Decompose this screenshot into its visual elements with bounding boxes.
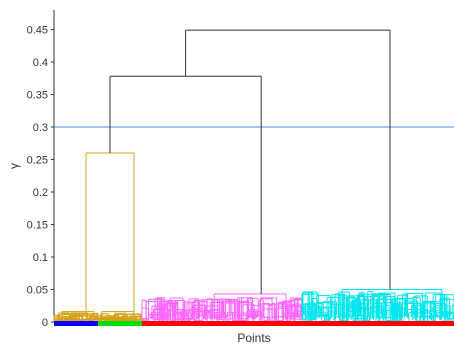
dendrogram-layer bbox=[54, 30, 454, 322]
y-tick-label: 0.1 bbox=[33, 252, 48, 264]
cluster-bar bbox=[54, 321, 98, 326]
y-tick-label: 0 bbox=[42, 317, 48, 329]
axes bbox=[54, 10, 454, 322]
cluster-bar-layer bbox=[54, 321, 454, 326]
y-tick-label: 0.45 bbox=[27, 25, 48, 37]
cluster-bar bbox=[142, 321, 454, 326]
y-tick-label: 0.25 bbox=[27, 155, 48, 167]
y-tick-label: 0.05 bbox=[27, 285, 48, 297]
x-axis-label: Points bbox=[237, 331, 270, 345]
cluster-bar bbox=[98, 321, 142, 326]
y-tick-label: 0.2 bbox=[33, 187, 48, 199]
y-tick-label: 0.35 bbox=[27, 90, 48, 102]
y-tick-label: 0.15 bbox=[27, 220, 48, 232]
y-tick-label: 0.4 bbox=[33, 57, 48, 69]
y-axis-label: γ bbox=[7, 163, 21, 169]
y-ticks: 0 0.05 0.1 0.15 0.2 0.25 0.3 0.35 0.4 0.45 bbox=[27, 25, 54, 330]
y-tick-label: 0.3 bbox=[33, 122, 48, 134]
